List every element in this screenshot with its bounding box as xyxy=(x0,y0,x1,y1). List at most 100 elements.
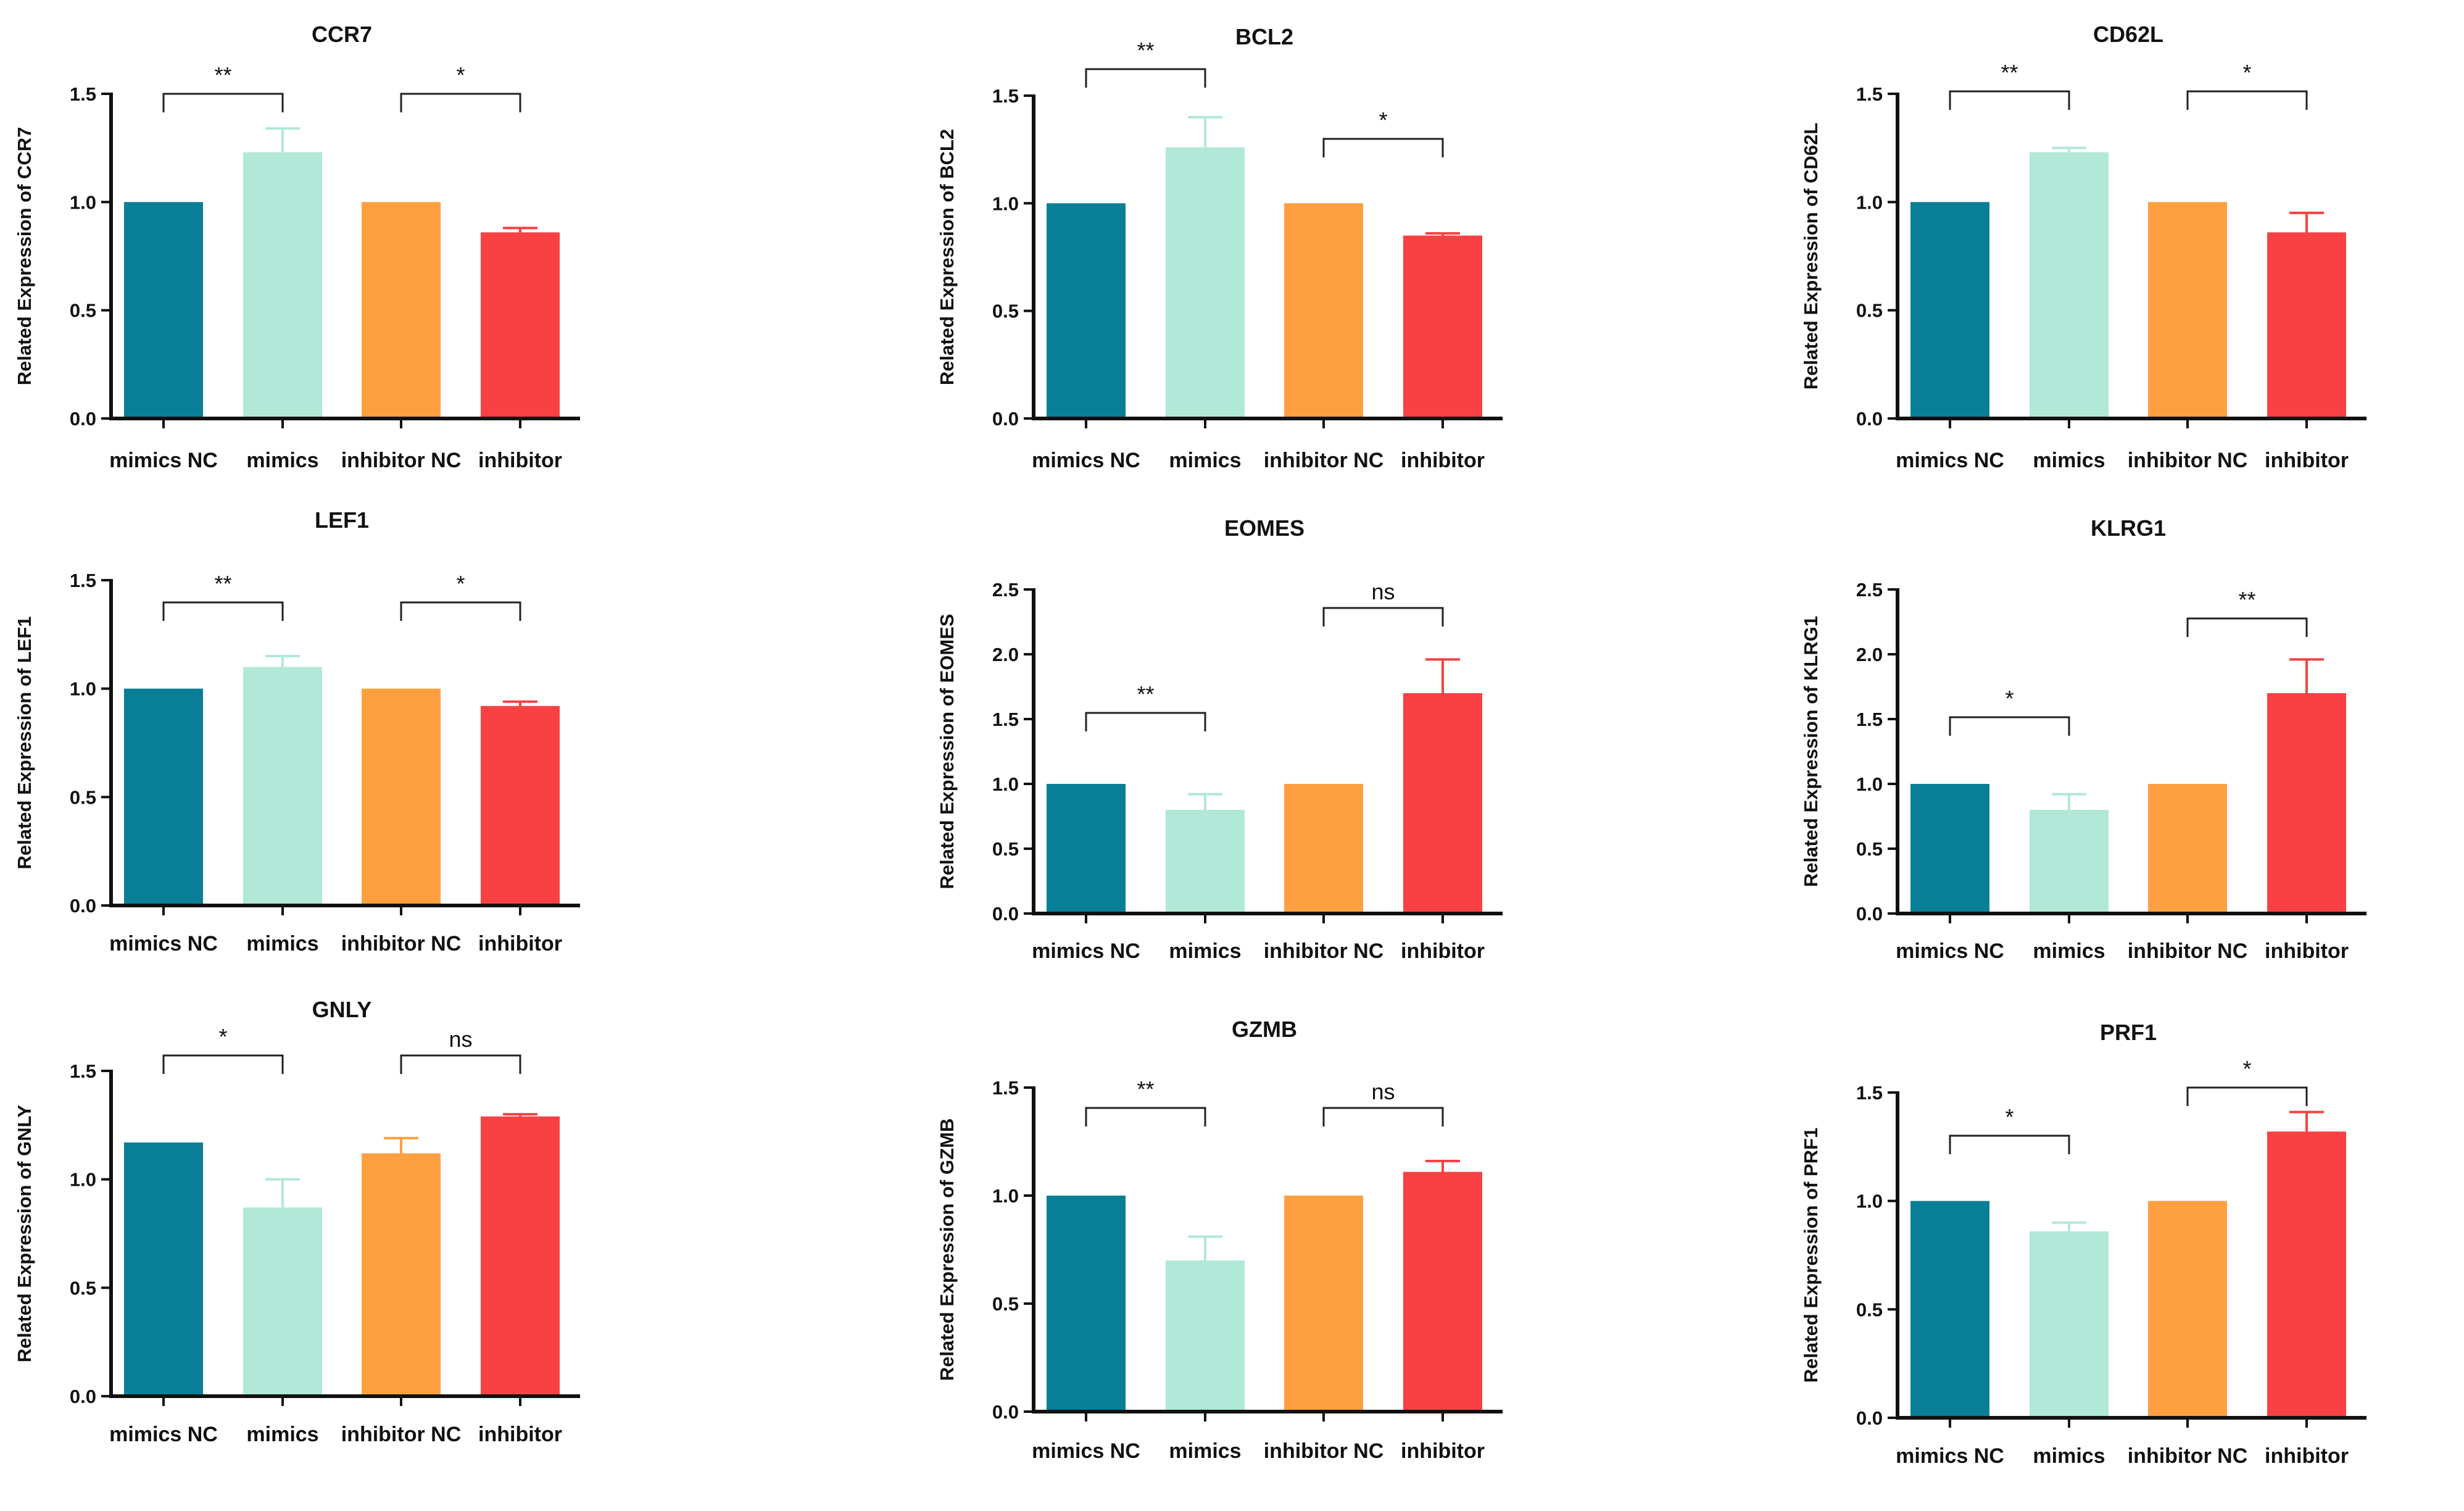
bar-mimics-nc xyxy=(1910,784,1989,914)
y-tick-label: 1.0 xyxy=(992,1185,1019,1207)
significance-bracket xyxy=(2186,90,2308,110)
significance-label: * xyxy=(218,1024,227,1049)
chart-title: GNLY xyxy=(312,997,372,1022)
y-tick-label: 1.0 xyxy=(70,1169,96,1191)
x-tick-label: mimics xyxy=(2033,449,2105,472)
x-tick-label: inhibitor NC xyxy=(341,1423,462,1446)
x-tick-label: mimics NC xyxy=(109,449,218,472)
significance-bracket xyxy=(1949,90,2070,110)
x-tick-label: inhibitor NC xyxy=(1264,939,1384,963)
bar-inhibitor xyxy=(481,1116,560,1396)
x-tick-label: inhibitor xyxy=(1401,939,1485,963)
y-tick-label: 0.5 xyxy=(992,1293,1019,1315)
y-tick-label: 0.0 xyxy=(70,408,96,430)
significance-bracket xyxy=(2186,1086,2308,1106)
x-tick-label: mimics xyxy=(1169,939,1241,963)
y-tick-label: 2.5 xyxy=(992,579,1019,601)
bar-inhibitor-nc xyxy=(2148,1201,2227,1418)
bar-inhibitor-nc xyxy=(1284,784,1363,914)
significance-bracket xyxy=(162,1054,284,1074)
y-axis-label: Related Expression of KLRG1 xyxy=(1800,616,1822,887)
x-tick-label: mimics xyxy=(2033,1444,2105,1468)
bar-mimics xyxy=(2030,1231,2109,1418)
y-axis-label: Related Expression of LEF1 xyxy=(14,617,35,870)
significance-label: ns xyxy=(1371,579,1395,604)
bar-inhibitor-nc xyxy=(2148,202,2227,418)
y-tick-label: 1.5 xyxy=(70,1060,96,1082)
bar-inhibitor-nc xyxy=(362,688,441,905)
bar-inhibitor xyxy=(1403,693,1482,914)
x-tick-label: mimics xyxy=(2033,939,2105,963)
significance-label: * xyxy=(2242,60,2251,85)
x-tick-label: inhibitor NC xyxy=(2128,449,2248,472)
chart-panel-lef1: LEF1 Related Expression of LEF1 0.0 0.5 1.0 1… xyxy=(14,507,580,955)
y-tick-label: 0.0 xyxy=(1856,1407,1883,1429)
chart-title: KLRG1 xyxy=(2091,515,2166,541)
y-tick-label: 1.5 xyxy=(1856,83,1883,105)
bar-mimics-nc xyxy=(1047,203,1126,418)
chart-title: BCL2 xyxy=(1235,24,1293,49)
bar-mimics xyxy=(1166,1260,1245,1412)
bar-mimics-nc xyxy=(124,1142,203,1396)
y-axis-label: Related Expression of GZMB xyxy=(936,1118,958,1381)
y-tick-label: 0.5 xyxy=(70,786,96,808)
y-tick-label: 0.0 xyxy=(70,1386,96,1407)
chart-panel-bcl2: BCL2 Related Expression of BCL2 0.0 0.5 1.0 1… xyxy=(936,24,1503,472)
x-tick-label: inhibitor xyxy=(2265,449,2349,472)
significance-label: ** xyxy=(214,62,231,88)
significance-label: ns xyxy=(449,1026,472,1052)
significance-bracket xyxy=(162,601,284,621)
x-tick-label: mimics xyxy=(246,932,318,955)
x-tick-label: inhibitor NC xyxy=(1264,1439,1384,1463)
bar-mimics-nc xyxy=(124,202,203,418)
bar-mimics xyxy=(243,1207,322,1396)
bar-mimics xyxy=(1166,810,1245,914)
significance-label: ** xyxy=(1137,38,1154,63)
x-tick-label: mimics NC xyxy=(1896,939,2004,963)
x-tick-label: mimics xyxy=(246,449,318,472)
y-tick-label: 0.5 xyxy=(1856,300,1883,322)
x-tick-label: mimics NC xyxy=(1896,1444,2004,1468)
y-tick-label: 0.5 xyxy=(992,301,1019,322)
significance-label: * xyxy=(2242,1056,2251,1081)
bar-mimics xyxy=(243,152,322,418)
chart-panel-gzmb: GZMB Related Expression of GZMB 0.0 0.5 1.0 1… xyxy=(936,1017,1503,1463)
chart-panel-klrg1: KLRG1 Related Expression of KLRG1 0.0 0.5 1.… xyxy=(1800,515,2367,963)
significance-bracket xyxy=(400,1054,521,1074)
significance-bracket xyxy=(2186,617,2308,637)
y-tick-label: 1.0 xyxy=(70,191,96,213)
chart-title: GZMB xyxy=(1232,1017,1297,1042)
bar-inhibitor-nc xyxy=(362,1153,441,1396)
significance-label: ** xyxy=(1137,681,1154,707)
significance-bracket xyxy=(1322,607,1444,626)
x-tick-label: mimics NC xyxy=(1032,449,1140,472)
y-axis-label: Related Expression of CCR7 xyxy=(14,127,35,386)
y-tick-label: 2.0 xyxy=(1856,644,1883,665)
x-tick-label: inhibitor NC xyxy=(341,932,462,955)
significance-label: * xyxy=(456,571,465,596)
y-axis-label: Related Expression of GNLY xyxy=(14,1104,35,1362)
x-tick-label: inhibitor xyxy=(478,449,562,472)
bar-mimics-nc xyxy=(124,688,203,905)
x-tick-label: inhibitor NC xyxy=(2128,939,2248,963)
chart-title: CCR7 xyxy=(312,22,372,47)
y-tick-label: 0.0 xyxy=(70,895,96,917)
chart-title: EOMES xyxy=(1224,515,1305,541)
y-tick-label: 1.5 xyxy=(992,709,1019,730)
y-tick-label: 0.5 xyxy=(1856,1299,1883,1320)
significance-bracket xyxy=(1322,138,1444,157)
bar-inhibitor-nc xyxy=(2148,784,2227,914)
bar-mimics xyxy=(2030,152,2109,418)
bar-mimics xyxy=(243,667,322,905)
bar-mimics-nc xyxy=(1047,1196,1126,1412)
significance-label: ** xyxy=(2001,60,2018,85)
significance-bracket xyxy=(1085,68,1206,88)
y-tick-label: 2.0 xyxy=(992,644,1019,665)
bar-inhibitor xyxy=(481,706,560,905)
y-axis-label: Related Expression of EOMES xyxy=(936,614,958,889)
significance-label: * xyxy=(2005,1104,2014,1130)
significance-bracket xyxy=(400,93,521,112)
chart-panel-eomes: EOMES Related Expression of EOMES 0.0 0.5 1.… xyxy=(936,515,1503,963)
x-tick-label: mimics NC xyxy=(109,932,218,955)
